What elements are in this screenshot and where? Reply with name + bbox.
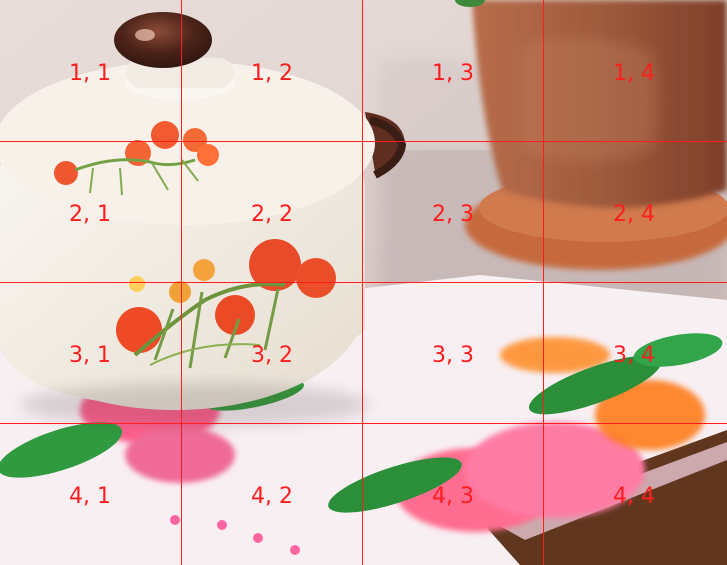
photo-scene: 1, 1 1, 2 1, 3 1, 4 2, 1 2, 2 2, 3 2, 4 …	[0, 0, 727, 565]
teapot-flowerpot-photo	[0, 0, 727, 565]
